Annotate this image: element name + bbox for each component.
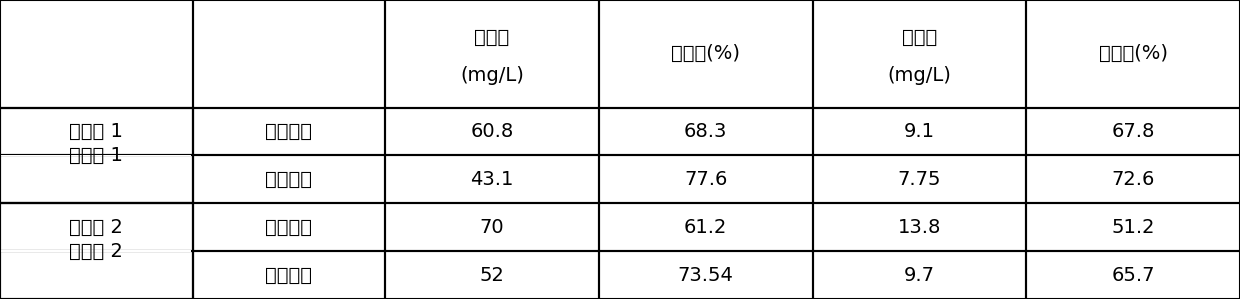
Bar: [1, 250, 191, 252]
Text: 氟离子: 氟离子: [901, 28, 937, 47]
Text: 72.6: 72.6: [1111, 170, 1154, 189]
Text: 73.54: 73.54: [678, 266, 734, 285]
Bar: [386, 108, 599, 155]
Text: (mg/L): (mg/L): [460, 66, 525, 85]
Bar: [0, 203, 192, 251]
Bar: [0, 0, 192, 108]
Bar: [0, 108, 192, 203]
Text: 52: 52: [480, 266, 505, 285]
Text: 实施例 2: 实施例 2: [69, 218, 123, 237]
Bar: [192, 251, 386, 299]
Bar: [1, 155, 191, 156]
Text: 去除率(%): 去除率(%): [1099, 44, 1168, 63]
Bar: [0, 203, 192, 299]
Text: 一级反应: 一级反应: [265, 218, 312, 237]
Bar: [812, 155, 1027, 203]
Bar: [192, 155, 386, 203]
Bar: [812, 203, 1027, 251]
Text: 67.8: 67.8: [1111, 122, 1154, 141]
Bar: [0, 108, 192, 155]
Text: (mg/L): (mg/L): [888, 66, 951, 85]
Bar: [599, 203, 812, 251]
Bar: [192, 203, 386, 251]
Bar: [599, 108, 812, 155]
Text: 实施例 1: 实施例 1: [69, 146, 123, 165]
Text: 51.2: 51.2: [1111, 218, 1154, 237]
Bar: [0, 251, 192, 299]
Bar: [192, 108, 386, 155]
Text: 70: 70: [480, 218, 505, 237]
Bar: [386, 251, 599, 299]
Text: 13.8: 13.8: [898, 218, 941, 237]
Bar: [599, 155, 812, 203]
Text: 硅酸根: 硅酸根: [475, 28, 510, 47]
Text: 实施例 2: 实施例 2: [69, 242, 123, 261]
Bar: [386, 0, 599, 108]
Bar: [1027, 108, 1240, 155]
Text: 9.1: 9.1: [904, 122, 935, 141]
Bar: [599, 0, 812, 108]
Bar: [386, 203, 599, 251]
Bar: [812, 251, 1027, 299]
Text: 二级反应: 二级反应: [265, 266, 312, 285]
Text: 一级反应: 一级反应: [265, 122, 312, 141]
Bar: [386, 155, 599, 203]
Bar: [192, 0, 386, 108]
Text: 61.2: 61.2: [684, 218, 728, 237]
Text: 68.3: 68.3: [684, 122, 728, 141]
Text: 实施例 1: 实施例 1: [69, 122, 123, 141]
Text: 去除率(%): 去除率(%): [671, 44, 740, 63]
Text: 7.75: 7.75: [898, 170, 941, 189]
Bar: [812, 0, 1027, 108]
Text: 二级反应: 二级反应: [265, 170, 312, 189]
Bar: [0, 155, 192, 203]
Text: 43.1: 43.1: [470, 170, 513, 189]
Bar: [1027, 251, 1240, 299]
Bar: [1027, 203, 1240, 251]
Bar: [812, 108, 1027, 155]
Bar: [1027, 155, 1240, 203]
Bar: [1027, 0, 1240, 108]
Text: 77.6: 77.6: [684, 170, 728, 189]
Text: 65.7: 65.7: [1111, 266, 1154, 285]
Bar: [599, 251, 812, 299]
Text: 60.8: 60.8: [470, 122, 513, 141]
Text: 9.7: 9.7: [904, 266, 935, 285]
